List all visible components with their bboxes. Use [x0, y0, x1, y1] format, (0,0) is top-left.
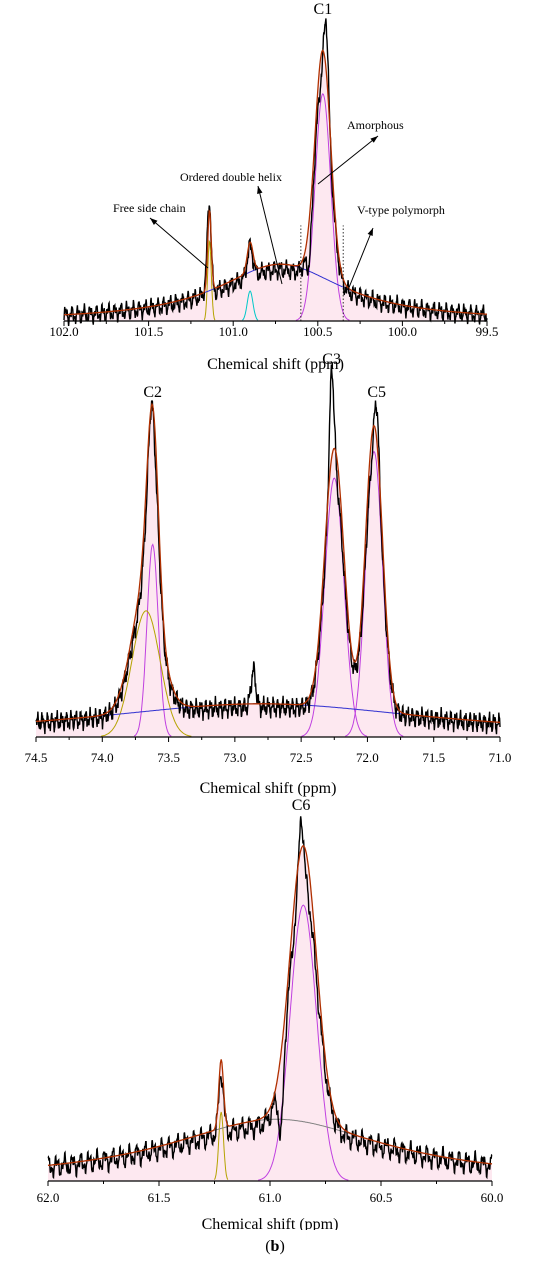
x-axis-title: Chemical shift (ppm): [207, 356, 344, 373]
fit-area-panel-2: [36, 404, 500, 737]
fitted-sum: [47, 845, 493, 1167]
fitted-sum: [35, 402, 500, 723]
annotation-arrow: [257, 185, 283, 285]
x-tick-label: 71.5: [422, 750, 445, 765]
annotation-label: Amorphous: [347, 118, 404, 132]
annotation-arrow: [347, 227, 374, 291]
observed-spectrum: [47, 816, 493, 1180]
caption-letter: b: [270, 1238, 280, 1255]
x-tick-label: 100.0: [388, 324, 417, 339]
x-tick-label: 71.0: [489, 750, 512, 765]
x-tick-label: 74.5: [25, 750, 48, 765]
nmr-figure: 102.0 101.5 101.0 100.5 100.0 99.5 Chemical sh…: [25, 1, 512, 1230]
x-tick-label: 101.0: [219, 324, 248, 339]
x-tick-label: 100.5: [303, 324, 332, 339]
x-tick-label: 99.5: [476, 324, 499, 339]
arrowhead: [257, 186, 263, 194]
fit-component-3: [295, 93, 350, 321]
peak-label-c2: C2: [143, 384, 162, 401]
fit-component-1: [214, 1111, 229, 1180]
x-tick-label: 102.0: [49, 324, 78, 339]
fit-area-panel-1: [64, 50, 487, 322]
fit-component-3: [301, 477, 368, 737]
peak-label-c3: C3: [322, 351, 341, 368]
x-tick-label: 61.5: [148, 1190, 171, 1205]
panel-3: 62.0 61.5 61.0 60.5 60.0 Chemical shift (ppm)…: [37, 797, 504, 1230]
fit-component-2: [242, 290, 259, 321]
fit-component-1: [133, 543, 172, 737]
peak-label-c5: C5: [367, 384, 386, 401]
fit-component-2: [100, 610, 192, 737]
x-tick-label: 73.0: [223, 750, 246, 765]
caption-open: (: [265, 1238, 271, 1255]
x-tick-label: 72.5: [290, 750, 313, 765]
fit-area-panel-3: [48, 845, 492, 1181]
panel-2: 74.5 74.0 73.5 73.0 72.5 72.0 71.5 71.0 Chemical…: [25, 351, 512, 797]
annotation-arrow: [149, 217, 209, 269]
x-tick-label: 72.0: [356, 750, 379, 765]
fit-component-1: [203, 239, 216, 321]
fit-component-2: [258, 904, 349, 1181]
annotation-arrow: [317, 135, 379, 185]
x-axis-title: Chemical shift (ppm): [202, 1216, 339, 1230]
annotation-label: Ordered double helix: [180, 170, 282, 184]
panel-1: 102.0 101.5 101.0 100.5 100.0 99.5 Chemical sh…: [49, 1, 498, 373]
annotation-label: Free side chain: [113, 201, 186, 215]
x-tick-label: 60.0: [481, 1190, 504, 1205]
peak-label-c6: C6: [292, 797, 311, 814]
x-tick-label: 74.0: [91, 750, 114, 765]
peak-label-c1: C1: [314, 1, 333, 18]
annotation-label: V-type polymorph: [357, 203, 445, 217]
x-tick-label: 101.5: [134, 324, 163, 339]
x-axis-title: Chemical shift (ppm): [200, 780, 337, 797]
caption-close: ): [279, 1238, 285, 1255]
x-tick-label: 62.0: [37, 1190, 60, 1205]
arrowhead: [150, 218, 158, 225]
observed-spectrum: [35, 364, 501, 735]
fitted-sum: [63, 49, 487, 316]
figure-caption: (b): [0, 1238, 550, 1256]
arrowhead: [367, 228, 373, 236]
x-tick-label: 73.5: [157, 750, 180, 765]
x-tick-label: 61.0: [259, 1190, 282, 1205]
arrowhead: [370, 136, 378, 143]
x-tick-label: 60.5: [370, 1190, 393, 1205]
fit-component-4: [345, 450, 404, 737]
